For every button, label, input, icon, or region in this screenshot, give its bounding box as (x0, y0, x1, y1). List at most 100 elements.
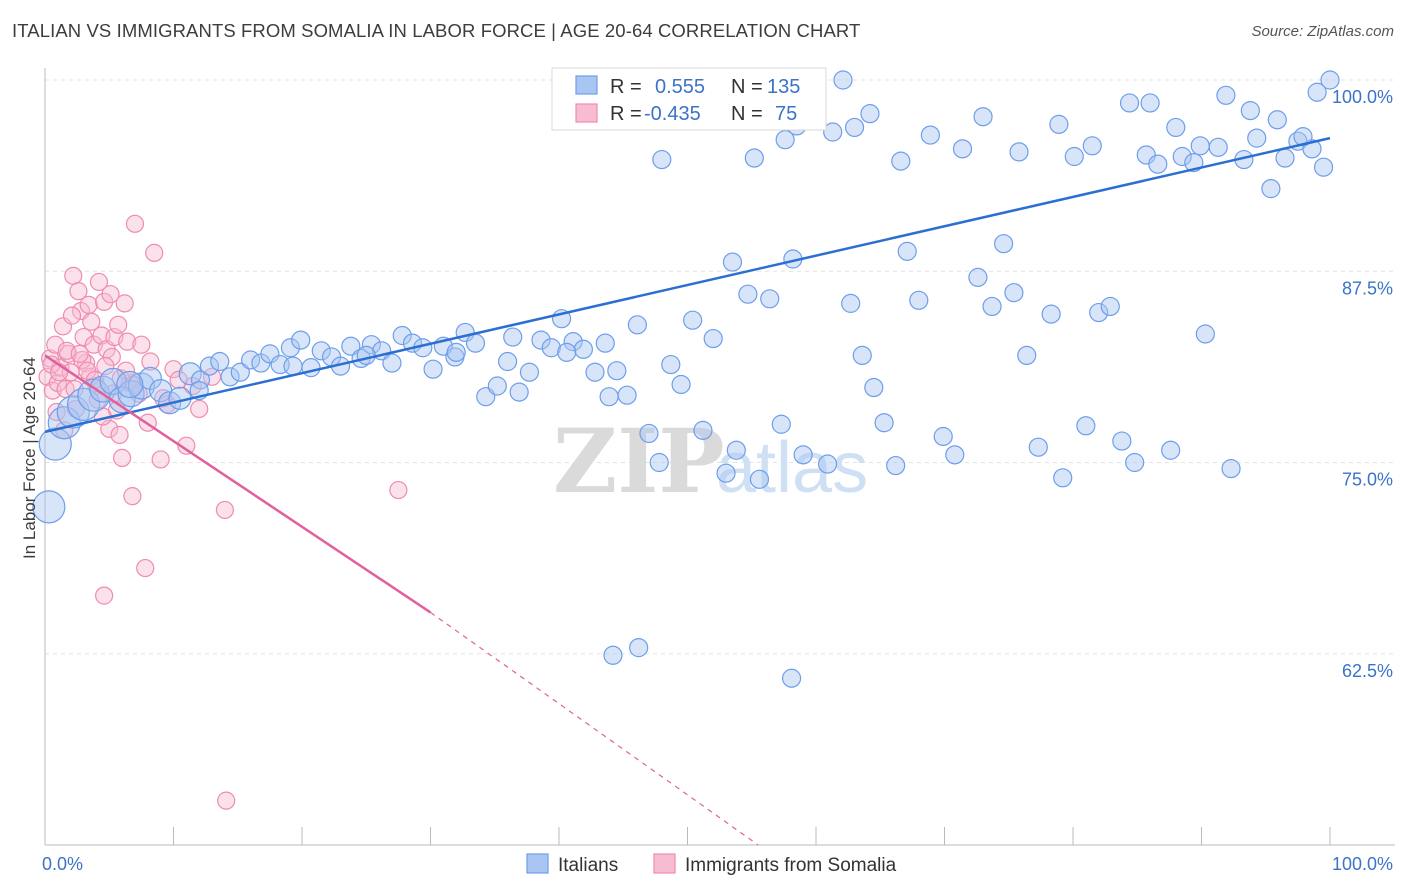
blue-point-69 (749, 469, 770, 489)
pink-point-62 (62, 306, 82, 325)
stats-r-label-italians: R = (610, 76, 642, 98)
blue-point-100 (1161, 440, 1181, 460)
blue-point-19 (220, 367, 240, 387)
pink-point-34 (132, 335, 151, 354)
tick-labels: 62.5% 75.0% 87.5% 100.0% 0.0% 100.0% (42, 87, 1393, 874)
pink-point-67 (101, 285, 120, 304)
blue-point-148 (603, 645, 623, 665)
blue-point-82 (933, 426, 953, 447)
blue-point-39 (423, 359, 443, 379)
blue-point-95 (1100, 296, 1120, 317)
blue-point-117 (446, 342, 466, 362)
blue-point-88 (1017, 345, 1037, 365)
blue-point-58 (627, 315, 647, 335)
blue-point-26 (291, 330, 311, 350)
y-axis-title: In Labor Force | Age 20-64 (20, 357, 39, 559)
blue-point-124 (775, 130, 795, 150)
blue-point-90 (1041, 304, 1061, 324)
blue-point-101 (1172, 146, 1192, 167)
blue-point-67 (726, 440, 746, 460)
blue-point-132 (920, 125, 940, 145)
blue-point-61 (661, 354, 681, 375)
blue-point-122 (722, 252, 743, 272)
blue-point-147 (1320, 70, 1340, 90)
pink-point-46 (95, 586, 114, 605)
blue-point-15 (178, 362, 202, 386)
blue-point-99 (1148, 154, 1168, 174)
blue-point-49 (531, 330, 551, 350)
pink-point-33 (125, 214, 145, 233)
y-tick-label-0: 62.5% (1342, 661, 1393, 681)
stats-box: R = 0.555 N = 135 R = -0.435 N = 75 (551, 67, 827, 131)
blue-point-62 (671, 374, 691, 395)
blue-point-65 (703, 328, 723, 349)
somalia-trend-line (44, 354, 432, 614)
blue-point-31 (341, 336, 361, 356)
blue-point-33 (361, 335, 381, 355)
blue-point-86 (994, 234, 1014, 254)
pink-point-72 (141, 352, 160, 371)
blue-point-107 (1247, 128, 1267, 148)
blue-point-73 (793, 445, 813, 465)
blue-point-59 (639, 423, 659, 444)
blue-point-127 (823, 122, 843, 142)
pink-point-30 (115, 294, 134, 313)
blue-point-47 (509, 382, 529, 402)
pink-point-20 (89, 272, 109, 292)
pink-point-68 (109, 315, 128, 334)
blue-point-96 (1112, 431, 1132, 451)
blue-point-118 (503, 327, 523, 347)
blue-point-52 (563, 332, 583, 352)
pink-point-45 (123, 487, 142, 506)
blue-point-60 (649, 452, 669, 473)
blue-point-80 (897, 241, 917, 261)
blue-point-85 (982, 296, 1002, 317)
blue-point-43 (465, 333, 486, 353)
pink-point-47 (136, 558, 155, 578)
x-tick-label-0: 0.0% (42, 854, 83, 874)
blue-point-103 (1195, 324, 1215, 344)
blue-point-105 (1221, 459, 1241, 479)
blue-point-57 (617, 385, 637, 405)
blue-point-133 (952, 139, 973, 159)
stats-n-label-somalia: N = (731, 103, 763, 125)
bottom-legend: Italians Immigrants from Somalia (526, 853, 897, 876)
blue-point-81 (909, 290, 929, 310)
stats-swatch-somalia (575, 103, 598, 123)
blue-point-1 (38, 427, 72, 461)
pink-point-63 (70, 344, 89, 363)
blue-point-115 (283, 356, 303, 376)
legend-label-somalia: Immigrants from Somalia (685, 855, 897, 876)
pink-point-31 (118, 332, 137, 351)
pink-point-11 (66, 399, 85, 419)
somalia-points (38, 214, 408, 810)
stats-n-label-italians: N = (731, 76, 763, 98)
blue-point-89 (1028, 437, 1048, 457)
blue-point-46 (498, 351, 518, 372)
pink-point-74 (169, 370, 188, 389)
blue-point-36 (392, 325, 412, 346)
blue-point-91 (1053, 468, 1073, 488)
legend-swatch-italians (526, 853, 549, 874)
pink-point-16 (79, 295, 98, 315)
italians-points (32, 70, 1340, 688)
blue-point-66 (716, 463, 736, 483)
blue-point-146 (1307, 82, 1327, 102)
pink-point-17 (82, 312, 101, 331)
stats-r-label-somalia: R = (610, 103, 642, 125)
legend-label-italians: Italians (558, 855, 618, 876)
blue-point-28 (311, 341, 331, 361)
blue-point-11 (138, 366, 162, 390)
blue-point-123 (744, 148, 764, 168)
blue-point-93 (1076, 416, 1096, 436)
blue-point-70 (760, 289, 780, 309)
trend-lines (44, 136, 1331, 846)
watermark: ZIP atlas (553, 409, 868, 513)
blue-point-149 (629, 638, 649, 658)
blue-point-83 (945, 445, 965, 465)
pink-point-29 (112, 448, 132, 468)
pink-point-60 (47, 402, 66, 422)
pink-point-57 (96, 357, 115, 376)
italians-trend-line (44, 136, 1331, 434)
